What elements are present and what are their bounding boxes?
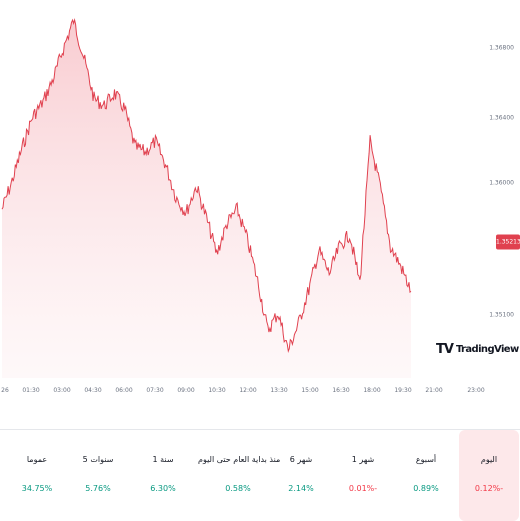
performance-period-4[interactable]: منذ بداية العام حتى اليوم 0.58%	[198, 430, 281, 521]
time-tick-label: 09:00	[177, 387, 195, 394]
price-area-fill	[2, 20, 411, 378]
performance-period-value: 0.89%	[413, 484, 439, 493]
time-tick-label: 19:30	[394, 387, 412, 394]
price-tick-label: 1.35100	[489, 311, 514, 319]
price-tick-label: 1.36400	[489, 114, 514, 122]
time-tick-label: 21:00	[425, 387, 443, 394]
time-tick-label: 13:30	[270, 387, 288, 394]
performance-period-5[interactable]: 1 سنة 6.30%	[133, 430, 193, 521]
time-tick-label: 23:00	[467, 387, 485, 394]
performance-period-label: أسبوع	[415, 455, 437, 464]
performance-period-value: 6.30%	[150, 484, 176, 493]
performance-period-label: 6 شهر	[289, 455, 313, 464]
time-tick-label: 07:30	[146, 387, 164, 394]
performance-period-6[interactable]: 5 سنوات 5.76%	[68, 430, 128, 521]
performance-period-value: 34.75%	[21, 484, 53, 493]
performance-period-value: 0.12%-	[474, 484, 504, 493]
chart-svg	[1, 18, 412, 378]
performance-period-label: اليوم	[480, 455, 498, 464]
performance-period-1[interactable]: أسبوع 0.89%	[396, 430, 456, 521]
time-tick-label: 26	[1, 387, 9, 394]
performance-period-7[interactable]: عموما 34.75%	[7, 430, 67, 521]
performance-period-3[interactable]: 6 شهر 2.14%	[271, 430, 331, 521]
time-tick-label: 18:00	[363, 387, 381, 394]
performance-period-value: 5.76%	[85, 484, 111, 493]
performance-bar: اليوم 0.12%- أسبوع 0.89% 1 شهر 0.01%- 6 شهر 2.1…	[0, 429, 520, 521]
price-tick-label: 1.36800	[489, 44, 514, 52]
tradingview-logo[interactable]: TV TradingView	[436, 340, 519, 358]
performance-period-2[interactable]: 1 شهر 0.01%-	[333, 430, 393, 521]
performance-period-value: 0.01%-	[348, 484, 378, 493]
tradingview-logo-icon: TV	[436, 341, 454, 357]
time-tick-label: 12:00	[239, 387, 257, 394]
performance-period-label: عموما	[26, 455, 48, 464]
time-tick-label: 03:00	[53, 387, 71, 394]
time-tick-label: 10:30	[208, 387, 226, 394]
performance-period-value: 0.58%	[225, 484, 251, 493]
last-price-label: 1.35213	[496, 234, 520, 250]
performance-period-label: 1 شهر	[351, 455, 375, 464]
performance-period-0[interactable]: اليوم 0.12%-	[459, 430, 519, 521]
time-tick-label: 06:00	[115, 387, 133, 394]
tradingview-logo-text: TradingView	[455, 343, 519, 355]
performance-period-label: 5 سنوات	[82, 455, 114, 464]
performance-period-value: 2.14%	[288, 484, 314, 493]
performance-period-label: 1 سنة	[152, 455, 174, 464]
time-tick-label: 04:30	[84, 387, 102, 394]
time-tick-label: 16:30	[332, 387, 350, 394]
price-line	[1, 18, 412, 354]
performance-period-label: منذ بداية العام حتى اليوم	[198, 455, 281, 464]
time-tick-label: 15:00	[301, 387, 319, 394]
price-tick-label: 1.36000	[489, 179, 514, 187]
time-tick-label: 01:30	[22, 387, 40, 394]
